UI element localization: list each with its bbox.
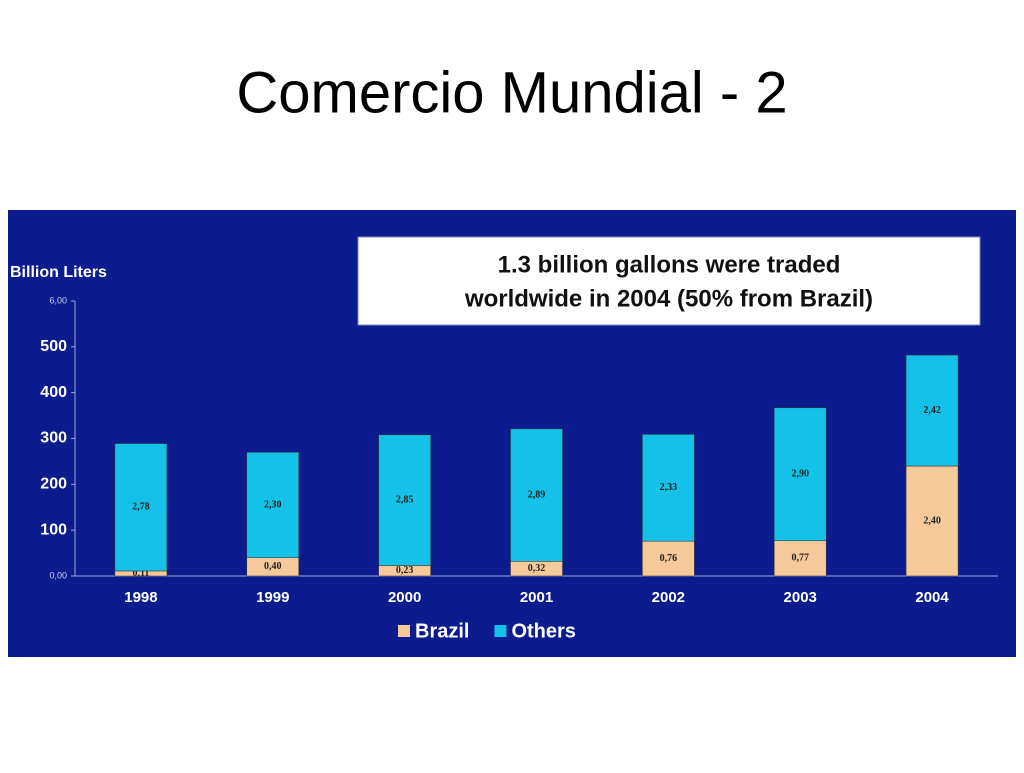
legend-swatch xyxy=(398,625,410,637)
slide-title: Comercio Mundial - 2 xyxy=(236,60,787,125)
data-label: 2,78 xyxy=(132,502,150,513)
bar-segment xyxy=(378,434,431,566)
data-label: 0,23 xyxy=(396,565,414,576)
x-tick-label: 2000 xyxy=(388,589,421,606)
bar-segment xyxy=(114,443,168,572)
bar-segment xyxy=(642,540,695,577)
bar-segment xyxy=(773,407,827,541)
y-tick-label: 0,00 xyxy=(49,570,67,580)
annotation: worldwide in 2004 (50% from Brazil) xyxy=(464,285,873,312)
x-tick-label: 2002 xyxy=(652,589,685,606)
data-label: 0,40 xyxy=(264,561,282,572)
annotation: 1.3 billion gallons were traded xyxy=(498,251,841,278)
y-tick-label: 300 xyxy=(40,430,67,447)
bar-segment xyxy=(642,434,695,542)
data-label: 0,76 xyxy=(660,553,678,564)
x-tick-label: 1998 xyxy=(124,589,157,606)
x-tick-label: 2004 xyxy=(915,589,949,606)
legend-label: Brazil xyxy=(415,620,469,642)
legend-label: Others xyxy=(511,620,575,642)
data-label: 2,42 xyxy=(923,405,941,416)
y-tick-label: 500 xyxy=(40,338,67,355)
data-label: 2,30 xyxy=(264,499,282,510)
bar-segment xyxy=(246,452,300,558)
x-tick-label: 2003 xyxy=(784,589,817,606)
y-axis-label: Billion Liters xyxy=(10,264,107,281)
data-label: 2,40 xyxy=(923,515,941,526)
bar-segment xyxy=(905,354,959,467)
y-tick-label: 100 xyxy=(40,521,67,538)
legend-swatch xyxy=(494,625,507,637)
data-label: 0,32 xyxy=(528,563,546,574)
data-label: 2,33 xyxy=(660,482,678,493)
bar-segment xyxy=(510,428,563,562)
data-label: 2,90 xyxy=(791,469,809,480)
plot: 0,00 100 200 300 400 500 6,00 1998 0,11 2,78 1999 0… xyxy=(40,295,998,642)
annotation-box xyxy=(357,236,981,326)
data-label: 2,85 xyxy=(396,494,414,505)
data-label: 0,11 xyxy=(132,568,149,579)
y-tick-label: 6,00 xyxy=(49,295,67,305)
bar-segment xyxy=(905,465,959,577)
x-tick-label: 1999 xyxy=(256,589,289,606)
data-label: 0,77 xyxy=(791,553,809,564)
y-tick-label: 200 xyxy=(40,476,67,493)
data-label: 2,89 xyxy=(528,489,546,500)
x-tick-label: 2001 xyxy=(520,589,553,606)
bar-segment xyxy=(773,540,827,577)
y-tick-label: 400 xyxy=(40,384,67,401)
